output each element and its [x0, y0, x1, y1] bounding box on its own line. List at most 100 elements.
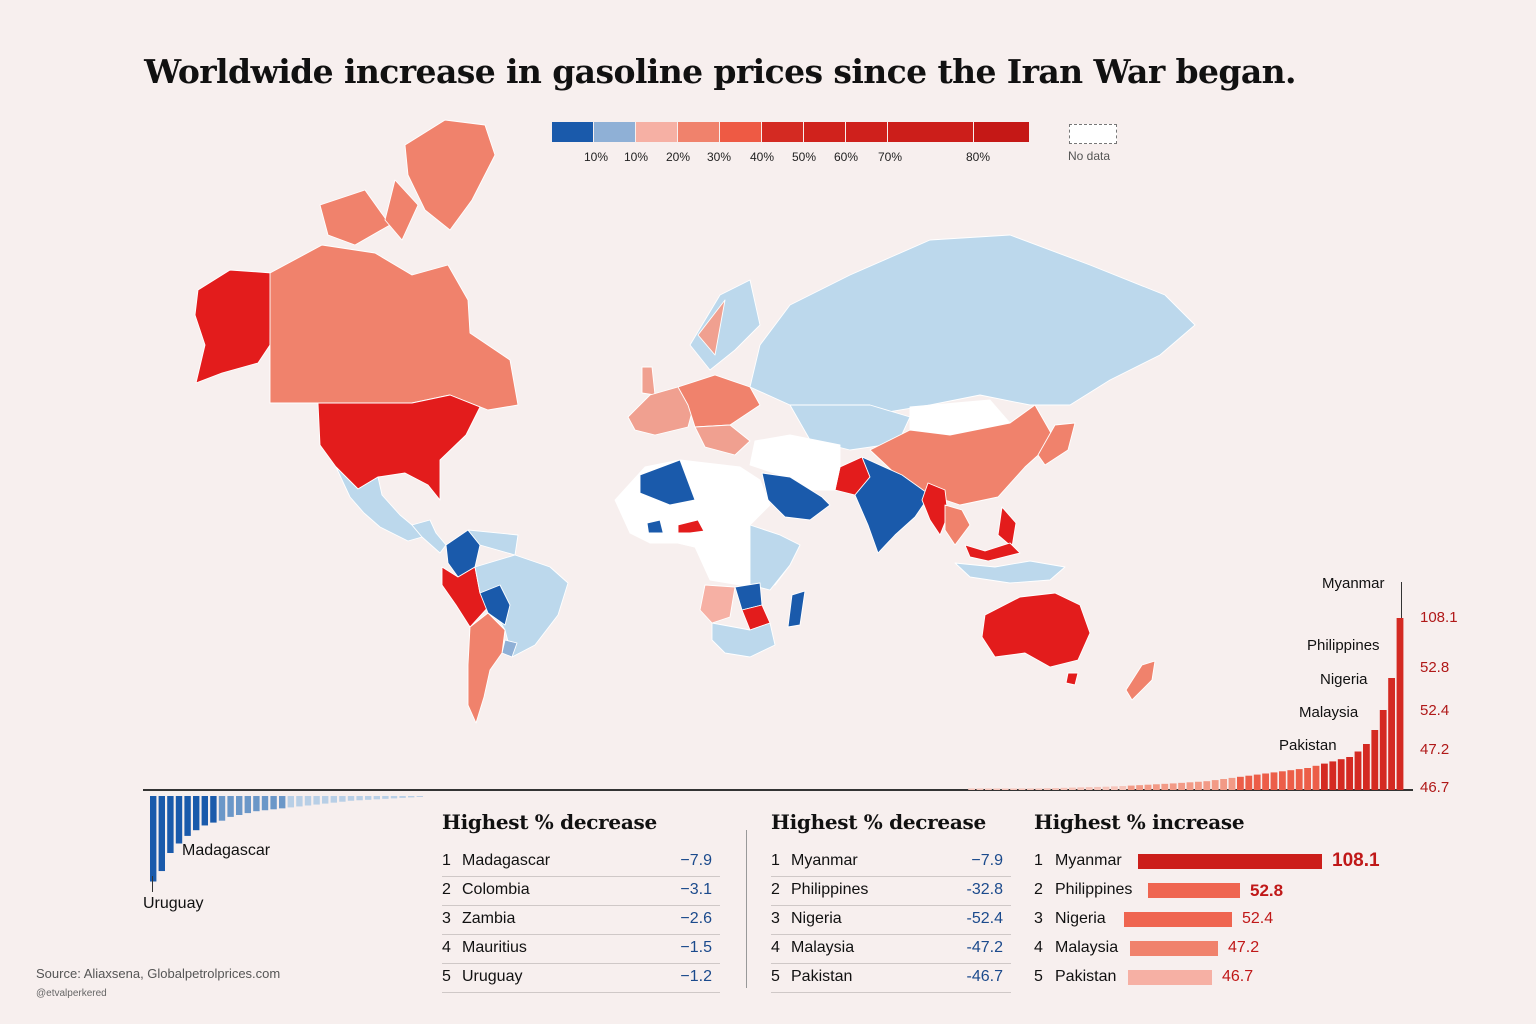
- decrease-bar: [322, 796, 329, 804]
- increase-bar: [1379, 710, 1387, 790]
- decrease-bar: [330, 796, 337, 803]
- leader-line: [152, 876, 153, 892]
- decrease-bar: [201, 796, 208, 826]
- legend-nodata-swatch: [1069, 124, 1117, 144]
- country-malaysia[interactable]: [964, 542, 1021, 562]
- increase-bar: [1329, 761, 1337, 790]
- country-madagascar[interactable]: [787, 590, 806, 628]
- country-angola[interactable]: [699, 584, 736, 624]
- country-algeria[interactable]: [639, 459, 696, 506]
- decrease-bar: [382, 796, 389, 799]
- table-row: 1 Madagascar −7.9: [442, 848, 720, 877]
- rank-number: 3: [1034, 910, 1043, 927]
- country-uk[interactable]: [641, 366, 656, 396]
- leader-line: [1401, 582, 1402, 618]
- legend-nodata-label: No data: [1068, 149, 1111, 163]
- rank-number: 2: [1034, 881, 1043, 898]
- decrease-bar: [253, 796, 260, 812]
- country-europe-east[interactable]: [677, 374, 761, 428]
- panel-title: Highest % increase: [1034, 810, 1245, 834]
- increase-value-label: 47.2: [1228, 939, 1260, 956]
- country-new-zealand[interactable]: [1125, 660, 1156, 701]
- panel-title: Highest % decrease: [771, 810, 986, 834]
- legend-swatch: [974, 122, 1029, 142]
- country-greenland[interactable]: [404, 119, 496, 231]
- country-indonesia[interactable]: [954, 560, 1066, 584]
- decrease-bar: [270, 796, 277, 810]
- decrease-bar: [390, 796, 398, 799]
- country-australia[interactable]: [981, 592, 1091, 668]
- decrease-bar: [167, 796, 174, 853]
- page-title: Worldwide increase in gasoline prices si…: [144, 52, 1296, 91]
- decrease-bar: [184, 796, 191, 836]
- increase-bar: [1396, 618, 1404, 790]
- country-name: Pakistan: [1055, 968, 1117, 985]
- increase-bar: [1346, 757, 1353, 790]
- increase-bar: [1270, 772, 1278, 790]
- country-tasmania[interactable]: [1065, 672, 1079, 686]
- ranking-axis: [143, 789, 1413, 791]
- country-bolivia[interactable]: [479, 584, 511, 626]
- country-japan[interactable]: [1037, 422, 1076, 466]
- panel-title: Highest % decrease: [442, 810, 657, 834]
- country-canada-arctic[interactable]: [384, 179, 419, 241]
- decrease-bar: [227, 796, 234, 817]
- increase-value-label: 108.1: [1332, 850, 1380, 871]
- table-row: 2 Philippines -32.8: [771, 877, 1011, 906]
- country-name: Myanmar: [1055, 852, 1122, 869]
- country-myanmar[interactable]: [921, 482, 949, 536]
- decrease-bar: [287, 796, 294, 808]
- increase-bar: [1287, 770, 1295, 790]
- decrease-bar: [236, 796, 243, 815]
- legend-swatch: [846, 122, 887, 142]
- table-row: 4 Mauritius −1.5: [442, 935, 720, 964]
- country-scandinavia[interactable]: [689, 279, 761, 371]
- country-argentina[interactable]: [467, 612, 506, 724]
- country-india[interactable]: [854, 456, 931, 554]
- increase-bar: [1312, 765, 1320, 790]
- rank-value: 52.8: [1420, 659, 1450, 676]
- world-map: [194, 119, 1196, 724]
- rank-label-pakistan: Pakistan: [1279, 737, 1337, 754]
- country-name: Malaysia: [1055, 939, 1119, 956]
- table-row: 3 Nigeria -52.4: [771, 906, 1011, 935]
- decrease-bar: [261, 796, 269, 811]
- country-canada-arctic[interactable]: [319, 189, 391, 246]
- decrease-bar: [304, 796, 312, 806]
- legend-label: 30%: [707, 150, 732, 164]
- decrease-bar: [313, 796, 320, 805]
- country-usa[interactable]: [317, 394, 481, 501]
- rank-number: 5: [1034, 968, 1043, 985]
- country-name: Nigeria: [1055, 910, 1106, 927]
- country-norway[interactable]: [697, 299, 726, 356]
- country-canada[interactable]: [269, 244, 519, 411]
- table-row: 1 Myanmar −7.9: [771, 848, 1011, 877]
- increase-bar: [1279, 771, 1286, 790]
- country-balkans[interactable]: [694, 424, 751, 456]
- rank-number: 4: [1034, 939, 1043, 956]
- decrease-bar: [150, 796, 157, 882]
- country-middle-east[interactable]: [749, 434, 841, 491]
- country-philippines[interactable]: [997, 506, 1017, 548]
- country-russia[interactable]: [749, 234, 1196, 416]
- decrease-bar: [399, 796, 406, 798]
- author-handle: @etvalperkered: [36, 988, 107, 999]
- increase-value-bar: [1130, 941, 1218, 956]
- increase-bar: [1388, 678, 1395, 790]
- decrease-bar: [175, 796, 183, 844]
- table-row: 5 Uruguay −1.2: [442, 964, 720, 993]
- panel-divider: [746, 830, 747, 988]
- legend-swatch: [636, 122, 677, 142]
- rank-label-madagascar: Madagascar: [182, 842, 271, 859]
- country-saudi-arabia[interactable]: [761, 472, 831, 521]
- country-east-africa[interactable]: [749, 524, 801, 591]
- rank-number: 1: [1034, 852, 1043, 869]
- country-southern-africa[interactable]: [711, 622, 776, 658]
- increase-bar: [1321, 763, 1328, 790]
- legend-label: 10%: [584, 150, 609, 164]
- country-alaska[interactable]: [194, 269, 273, 384]
- legend-label: 60%: [834, 150, 859, 164]
- country-thailand[interactable]: [944, 504, 971, 546]
- increase-bar: [1262, 773, 1269, 790]
- increase-value-label: 46.7: [1222, 968, 1254, 985]
